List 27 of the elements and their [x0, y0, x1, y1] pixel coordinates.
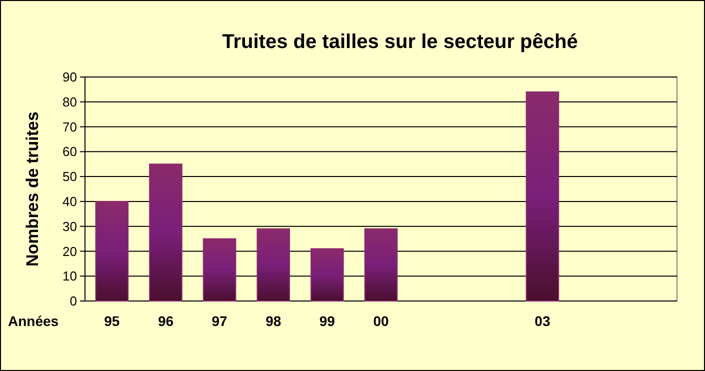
bar [95, 200, 129, 302]
x-axis-title: Années [8, 313, 59, 329]
bar [256, 228, 290, 302]
bar [364, 228, 398, 302]
x-tick-label: 95 [104, 313, 120, 329]
y-tick-label: 10 [62, 268, 77, 284]
x-tick-label: 97 [212, 313, 228, 329]
y-tick-label: 0 [70, 294, 77, 309]
y-tick-label: 20 [62, 244, 77, 259]
y-tick-label: 80 [62, 94, 77, 110]
y-tick-label: 70 [62, 119, 77, 134]
x-tick-label: 03 [534, 313, 550, 329]
x-tick-label: 96 [158, 313, 174, 329]
y-tick-label: 40 [62, 194, 77, 209]
y-tick-label: 50 [62, 169, 77, 184]
y-axis-title: Nombres de truites [23, 112, 42, 266]
bar [149, 164, 182, 302]
x-tick-label: 99 [319, 313, 336, 329]
bar [202, 238, 236, 302]
bar [310, 248, 344, 302]
x-tick-label: 00 [373, 313, 389, 329]
chart-title: Truites de tailles sur le secteur pêché [222, 31, 578, 53]
bar [526, 91, 560, 302]
y-tick-label: 30 [62, 218, 77, 234]
y-tick-label: 90 [62, 70, 77, 85]
x-tick-label: 98 [266, 313, 282, 329]
y-tick-label: 60 [62, 144, 77, 160]
